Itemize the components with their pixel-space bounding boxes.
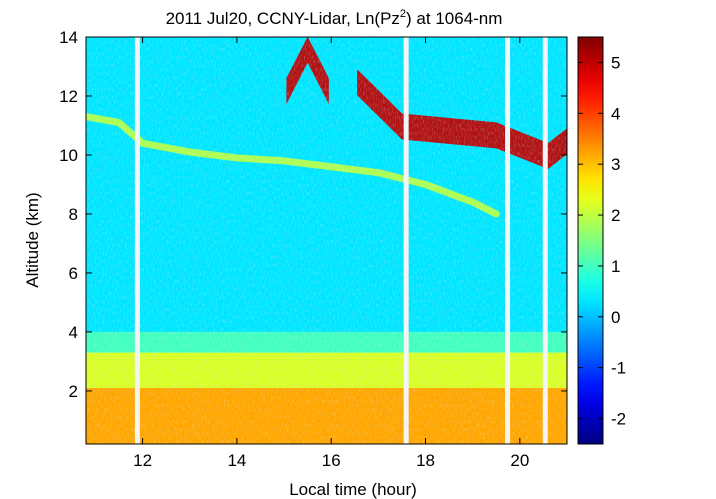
colorbar	[577, 36, 604, 445]
colorbar-tick-label: 2	[611, 206, 620, 225]
colorbar-tick-label: 0	[611, 308, 620, 327]
y-axis: 2 4 6 8 10 12 14	[59, 28, 567, 401]
data-gap	[505, 37, 511, 444]
y-tick-label: 14	[59, 28, 78, 47]
plot-frame	[85, 36, 568, 445]
y-axis-label: Altitude (km)	[23, 192, 42, 287]
x-axis: 12 14 16 18 20	[133, 37, 529, 470]
chart-title: 2011 Jul20, CCNY-Lidar, Ln(Pz2) at 1064-…	[166, 8, 503, 28]
noise-texture	[86, 37, 567, 444]
data-gap	[542, 37, 548, 444]
colorbar-tick-label: -2	[611, 410, 626, 429]
colorbar-tick-label: 4	[611, 104, 620, 123]
x-tick-label: 20	[510, 451, 529, 470]
y-tick-label: 6	[69, 264, 78, 283]
y-tick-label: 8	[69, 205, 78, 224]
data-gap	[134, 37, 140, 444]
colorbar-tick-label: 5	[611, 53, 620, 72]
y-tick-label: 2	[69, 382, 78, 401]
colorbar-tick-label: -1	[611, 359, 626, 378]
x-tick-label: 14	[227, 451, 246, 470]
data-gaps	[134, 37, 548, 444]
y-tick-label: 12	[59, 87, 78, 106]
colorbar-axis: -2 -1 0 1 2 3 4 5	[578, 53, 626, 429]
data-gap	[403, 37, 409, 444]
colorbar-tick-label: 1	[611, 257, 620, 276]
y-tick-label: 4	[69, 323, 78, 342]
x-tick-label: 12	[133, 451, 152, 470]
x-axis-label: Local time (hour)	[289, 480, 417, 499]
x-tick-label: 16	[322, 451, 341, 470]
x-tick-label: 18	[416, 451, 435, 470]
y-tick-label: 10	[59, 146, 78, 165]
heatmap-plot-area	[86, 37, 567, 444]
colorbar-tick-label: 3	[611, 155, 620, 174]
